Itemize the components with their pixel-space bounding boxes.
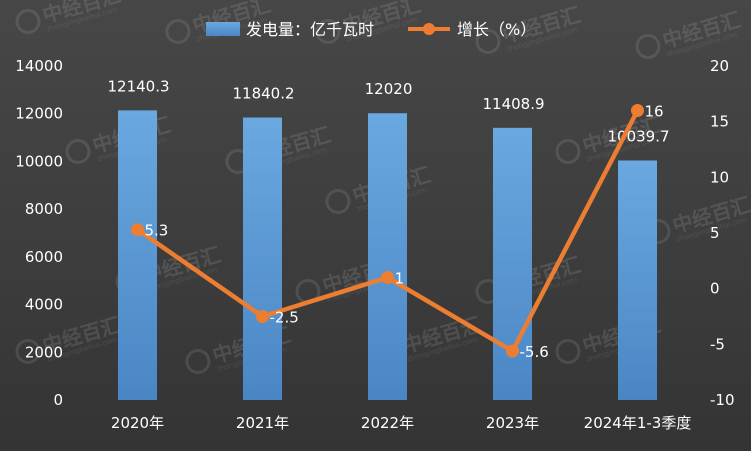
bar-value-label: 10039.7 xyxy=(607,127,669,145)
x-tick-label: 2023年 xyxy=(486,414,539,432)
y-left-tick-label: 6000 xyxy=(25,248,63,266)
legend-bar-label: 发电量：亿千瓦时 xyxy=(246,20,374,39)
watermark-logo-icon xyxy=(185,348,211,374)
legend-bar-swatch xyxy=(206,22,240,36)
bar-value-label: 12020 xyxy=(365,80,413,98)
growth-value-label: 1 xyxy=(395,270,405,288)
legend-line-marker xyxy=(423,23,435,35)
line-series: 5.3 -2.5 1 -5.6 16 xyxy=(131,103,664,361)
legend: 发电量：亿千瓦时 增长（%） xyxy=(206,20,536,39)
bar xyxy=(118,110,157,400)
y-right-tick-label: 15 xyxy=(710,113,729,131)
y-right-tick-label: 0 xyxy=(710,280,720,298)
growth-point xyxy=(631,104,644,118)
watermark-logo-icon xyxy=(635,33,661,59)
legend-line-label: 增长（%） xyxy=(457,20,536,39)
y-left-tick-label: 4000 xyxy=(25,296,63,314)
bar xyxy=(243,117,282,400)
growth-point xyxy=(381,271,394,285)
watermark-logo-icon xyxy=(165,18,191,44)
y-right-tick-label: 10 xyxy=(710,168,729,186)
growth-point xyxy=(506,344,519,358)
bar xyxy=(368,113,407,400)
watermark-logo-icon xyxy=(325,188,351,214)
bar xyxy=(618,160,657,400)
y-axis-left: 0 2000 4000 6000 8000 10000 12000 14000 xyxy=(15,57,63,409)
x-axis: 2020年 2021年 2022年 2023年 2024年1-3季度 xyxy=(111,414,691,432)
watermark-logo-icon xyxy=(65,138,91,164)
y-right-tick-label: -5 xyxy=(710,335,725,353)
growth-point xyxy=(131,223,144,237)
x-tick-label: 2021年 xyxy=(236,414,289,432)
y-right-tick-label: 20 xyxy=(710,57,729,75)
growth-value-label: 16 xyxy=(645,103,664,121)
bar-series xyxy=(118,110,657,400)
y-left-tick-label: 14000 xyxy=(15,57,63,75)
watermark-logo-icon xyxy=(315,18,341,44)
x-tick-label: 2024年1-3季度 xyxy=(584,414,692,432)
x-tick-label: 2022年 xyxy=(361,414,414,432)
y-left-tick-label: 10000 xyxy=(15,152,63,170)
y-axis-right: -10 -5 0 5 10 15 20 xyxy=(710,57,735,409)
watermark-logo-icon xyxy=(475,28,501,54)
growth-value-label: 5.3 xyxy=(145,222,169,240)
watermark-logo-icon xyxy=(555,338,581,364)
watermark-logo-icon xyxy=(15,338,41,364)
y-left-tick-label: 2000 xyxy=(25,343,63,361)
bar-value-label: 12140.3 xyxy=(107,77,169,95)
y-left-tick-label: 0 xyxy=(53,391,63,409)
growth-point xyxy=(256,310,269,323)
y-left-tick-label: 12000 xyxy=(15,105,63,123)
x-tick-label: 2020年 xyxy=(111,414,164,432)
growth-value-label: -2.5 xyxy=(270,309,299,327)
bar-value-label: 11408.9 xyxy=(482,95,544,113)
watermark-logo-icon xyxy=(15,8,41,34)
watermark-logo-icon xyxy=(555,138,581,164)
y-left-tick-label: 8000 xyxy=(25,200,63,218)
bar-value-label: 11840.2 xyxy=(232,85,294,103)
y-right-tick-label: 5 xyxy=(710,224,720,242)
y-right-tick-label: -10 xyxy=(710,391,735,409)
growth-value-label: -5.6 xyxy=(520,343,549,361)
